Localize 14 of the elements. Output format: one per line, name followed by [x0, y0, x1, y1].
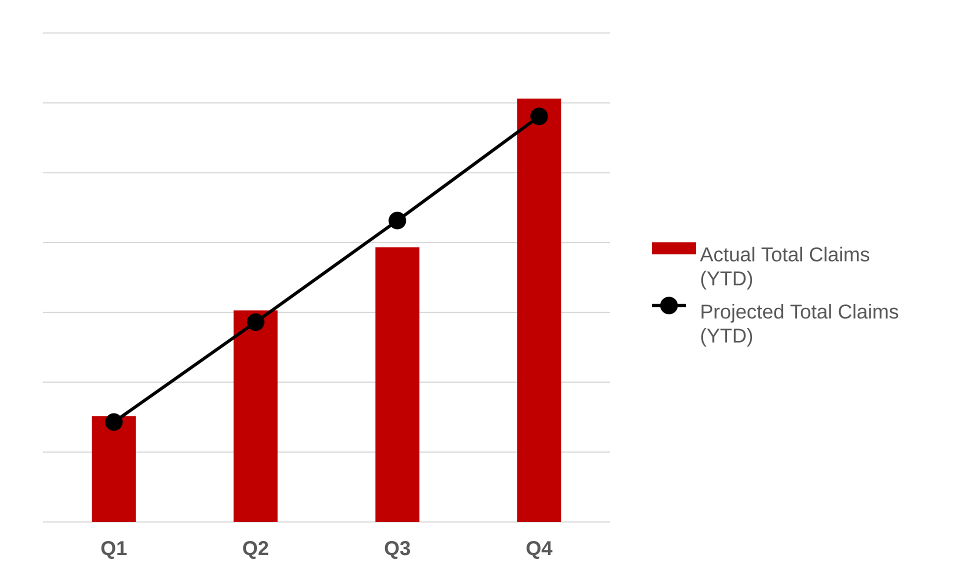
x-tick-label: Q4	[526, 541, 552, 559]
x-tick-label: Q3	[384, 541, 410, 559]
point	[388, 212, 406, 230]
x-tick-label: Q1	[101, 541, 127, 559]
legend-label: Actual Total Claims (YTD)	[700, 246, 870, 290]
point	[530, 108, 548, 126]
point	[105, 413, 123, 431]
legend-label: Projected Total Claims (YTD)	[701, 304, 898, 347]
point	[246, 313, 264, 331]
bar	[92, 416, 136, 522]
x-tick-label: Q2	[243, 541, 268, 559]
bar	[234, 310, 278, 522]
bar	[375, 247, 420, 522]
bar	[517, 98, 562, 522]
